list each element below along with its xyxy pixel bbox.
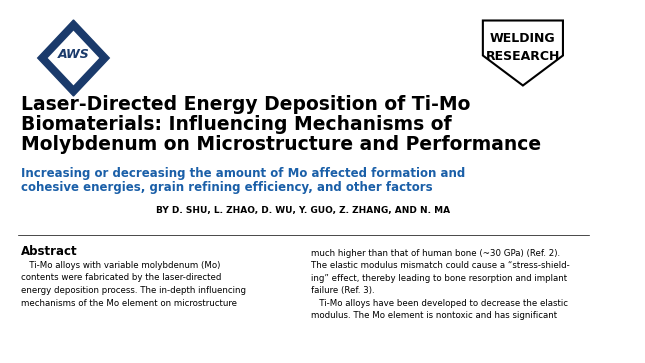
Polygon shape [37, 20, 109, 96]
Text: much higher than that of human bone (~30 GPa) (Ref. 2).
The elastic modulus mism: much higher than that of human bone (~30… [311, 249, 570, 321]
Text: Abstract: Abstract [21, 245, 77, 258]
Text: ®: ® [88, 41, 94, 46]
Text: AWS: AWS [57, 48, 90, 61]
Polygon shape [48, 30, 99, 85]
Text: Laser-Directed Energy Deposition of Ti-Mo: Laser-Directed Energy Deposition of Ti-M… [21, 95, 470, 114]
Text: Molybdenum on Microstructure and Performance: Molybdenum on Microstructure and Perform… [21, 135, 541, 154]
Text: Increasing or decreasing the amount of Mo affected formation and: Increasing or decreasing the amount of M… [21, 167, 465, 180]
Text: cohesive energies, grain refining efficiency, and other factors: cohesive energies, grain refining effici… [21, 181, 432, 194]
Text: RESEARCH: RESEARCH [486, 49, 560, 62]
Text: Biomaterials: Influencing Mechanisms of: Biomaterials: Influencing Mechanisms of [21, 115, 451, 134]
Text: Ti-Mo alloys with variable molybdenum (Mo)
contents were fabricated by the laser: Ti-Mo alloys with variable molybdenum (M… [21, 261, 246, 307]
Text: BY D. SHU, L. ZHAO, D. WU, Y. GUO, Z. ZHANG, AND N. MA: BY D. SHU, L. ZHAO, D. WU, Y. GUO, Z. ZH… [156, 206, 450, 215]
Text: WELDING: WELDING [490, 32, 556, 45]
